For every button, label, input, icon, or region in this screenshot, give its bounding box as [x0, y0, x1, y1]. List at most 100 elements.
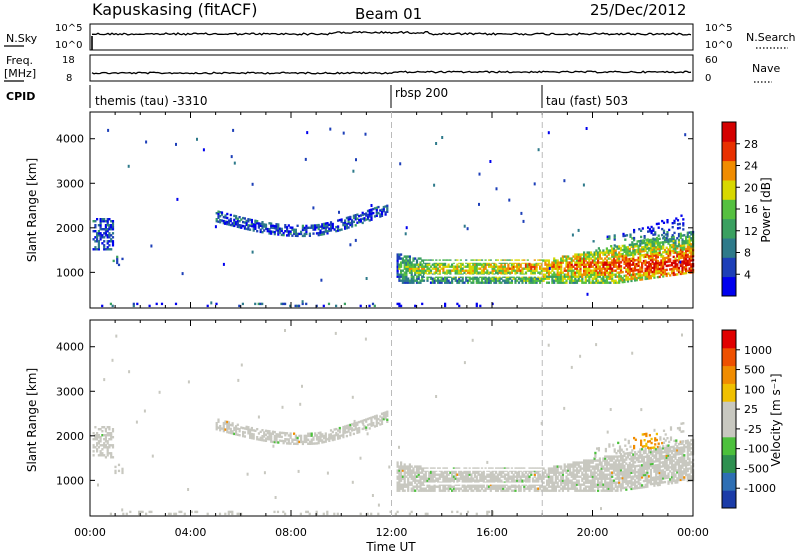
heatmap-noise — [145, 140, 148, 144]
heatmap-cell — [480, 473, 484, 476]
heatmap-cell — [686, 469, 689, 473]
heatmap-cell — [611, 251, 614, 254]
heatmap-cell — [628, 457, 631, 461]
heatmap-cell — [656, 469, 659, 473]
heatmap-cell — [229, 431, 232, 435]
heatmap-cell — [572, 273, 575, 276]
heatmap-cell — [452, 479, 455, 482]
heatmap-cell — [524, 479, 528, 482]
heatmap-cell — [305, 224, 308, 228]
heatmap-cell — [683, 254, 686, 257]
heatmap-cell — [319, 231, 322, 234]
heatmap-cell — [398, 475, 401, 478]
heatmap-cell — [652, 237, 655, 240]
heatmap-cell — [685, 439, 688, 443]
heatmap-cell — [657, 234, 660, 237]
heatmap-cell — [565, 273, 568, 276]
heatmap-cell — [609, 477, 612, 480]
heatmap-cell — [468, 269, 471, 272]
heatmap-cell — [419, 489, 422, 492]
heatmap-cell — [110, 438, 113, 441]
heatmap-cell — [326, 232, 329, 235]
heatmap-cell — [217, 216, 220, 219]
heatmap-cell — [683, 272, 686, 275]
heatmap-cell — [644, 473, 647, 477]
heatmap-cell — [291, 438, 294, 441]
heatmap-cell — [456, 259, 459, 262]
heatmap-cell — [286, 234, 289, 237]
heatmap-cell — [329, 437, 333, 440]
heatmap-cell — [561, 489, 564, 492]
heatmap-cell — [606, 237, 609, 240]
heatmap-cell — [458, 483, 461, 486]
heatmap-cell — [400, 477, 403, 480]
heatmap-cell — [351, 223, 354, 226]
heatmap-cell — [686, 467, 689, 471]
heatmap-cell — [639, 448, 642, 451]
heatmap-cell — [612, 265, 616, 268]
heatmap-cell — [108, 244, 111, 247]
heatmap-cell — [688, 259, 691, 262]
heatmap-cell — [607, 271, 610, 274]
heatmap-cell — [329, 429, 333, 432]
heatmap-cell — [324, 224, 327, 227]
heatmap-cell — [454, 275, 457, 278]
heatmap-cell — [512, 267, 515, 270]
heatmap-cell — [104, 440, 107, 443]
heatmap-cell — [273, 232, 276, 236]
heatmap-cell — [656, 481, 659, 485]
heatmap-cell — [528, 483, 531, 486]
heatmap-cell — [674, 257, 677, 260]
heatmap-cell — [273, 436, 276, 440]
heatmap-cell — [590, 265, 593, 268]
heatmap-cell — [554, 477, 557, 480]
heatmap-cell — [655, 454, 658, 457]
heatmap-cell — [547, 273, 550, 276]
heatmap-cell — [531, 485, 535, 488]
heatmap-cell — [447, 477, 450, 480]
heatmap-cell — [686, 243, 689, 246]
heatmap-cell — [590, 475, 593, 478]
heatmap-cell — [484, 267, 487, 270]
heatmap-cell — [656, 465, 659, 469]
heatmap-cell — [628, 261, 631, 265]
heatmap-cell — [106, 442, 109, 445]
heatmap-cell — [410, 465, 413, 468]
heatmap-cell — [106, 220, 109, 223]
heatmap-cell — [417, 273, 420, 276]
heatmap-cell — [577, 255, 580, 258]
heatmap-cell — [630, 263, 633, 266]
heatmap-cell — [533, 471, 536, 474]
heatmap-cell — [663, 260, 667, 264]
heatmap-cell — [537, 271, 540, 274]
heatmap-cell — [433, 473, 436, 476]
heatmap-cell — [651, 240, 654, 243]
heatmap-cell — [593, 465, 596, 468]
heatmap-cell — [568, 281, 572, 284]
heatmap-cell — [370, 422, 373, 425]
heatmap-cell — [97, 240, 100, 243]
heatmap-cell — [286, 432, 289, 435]
heatmap-cell — [609, 457, 612, 460]
heatmap-cell — [605, 487, 608, 490]
heatmap-cell — [96, 432, 99, 435]
heatmap-cell — [428, 471, 431, 474]
heatmap-cell — [459, 271, 462, 274]
heatmap-cell — [236, 219, 239, 222]
heatmap-cell — [633, 238, 636, 242]
heatmap-cell — [649, 276, 652, 280]
heatmap-cell — [674, 239, 677, 242]
heatmap-cell — [568, 263, 572, 266]
heatmap-cell — [653, 240, 656, 243]
heatmap-cell — [579, 263, 582, 266]
heatmap-cell — [632, 245, 635, 248]
heatmap-cell — [512, 477, 515, 480]
heatmap-cell — [407, 255, 410, 258]
heatmap-cell — [646, 477, 649, 480]
heatmap-cell — [583, 459, 586, 462]
heatmap-cell — [516, 275, 519, 278]
heatmap-cell — [372, 207, 375, 211]
heatmap-cell — [588, 281, 591, 284]
heatmap-cell — [319, 435, 322, 438]
heatmap-cell — [621, 470, 624, 474]
